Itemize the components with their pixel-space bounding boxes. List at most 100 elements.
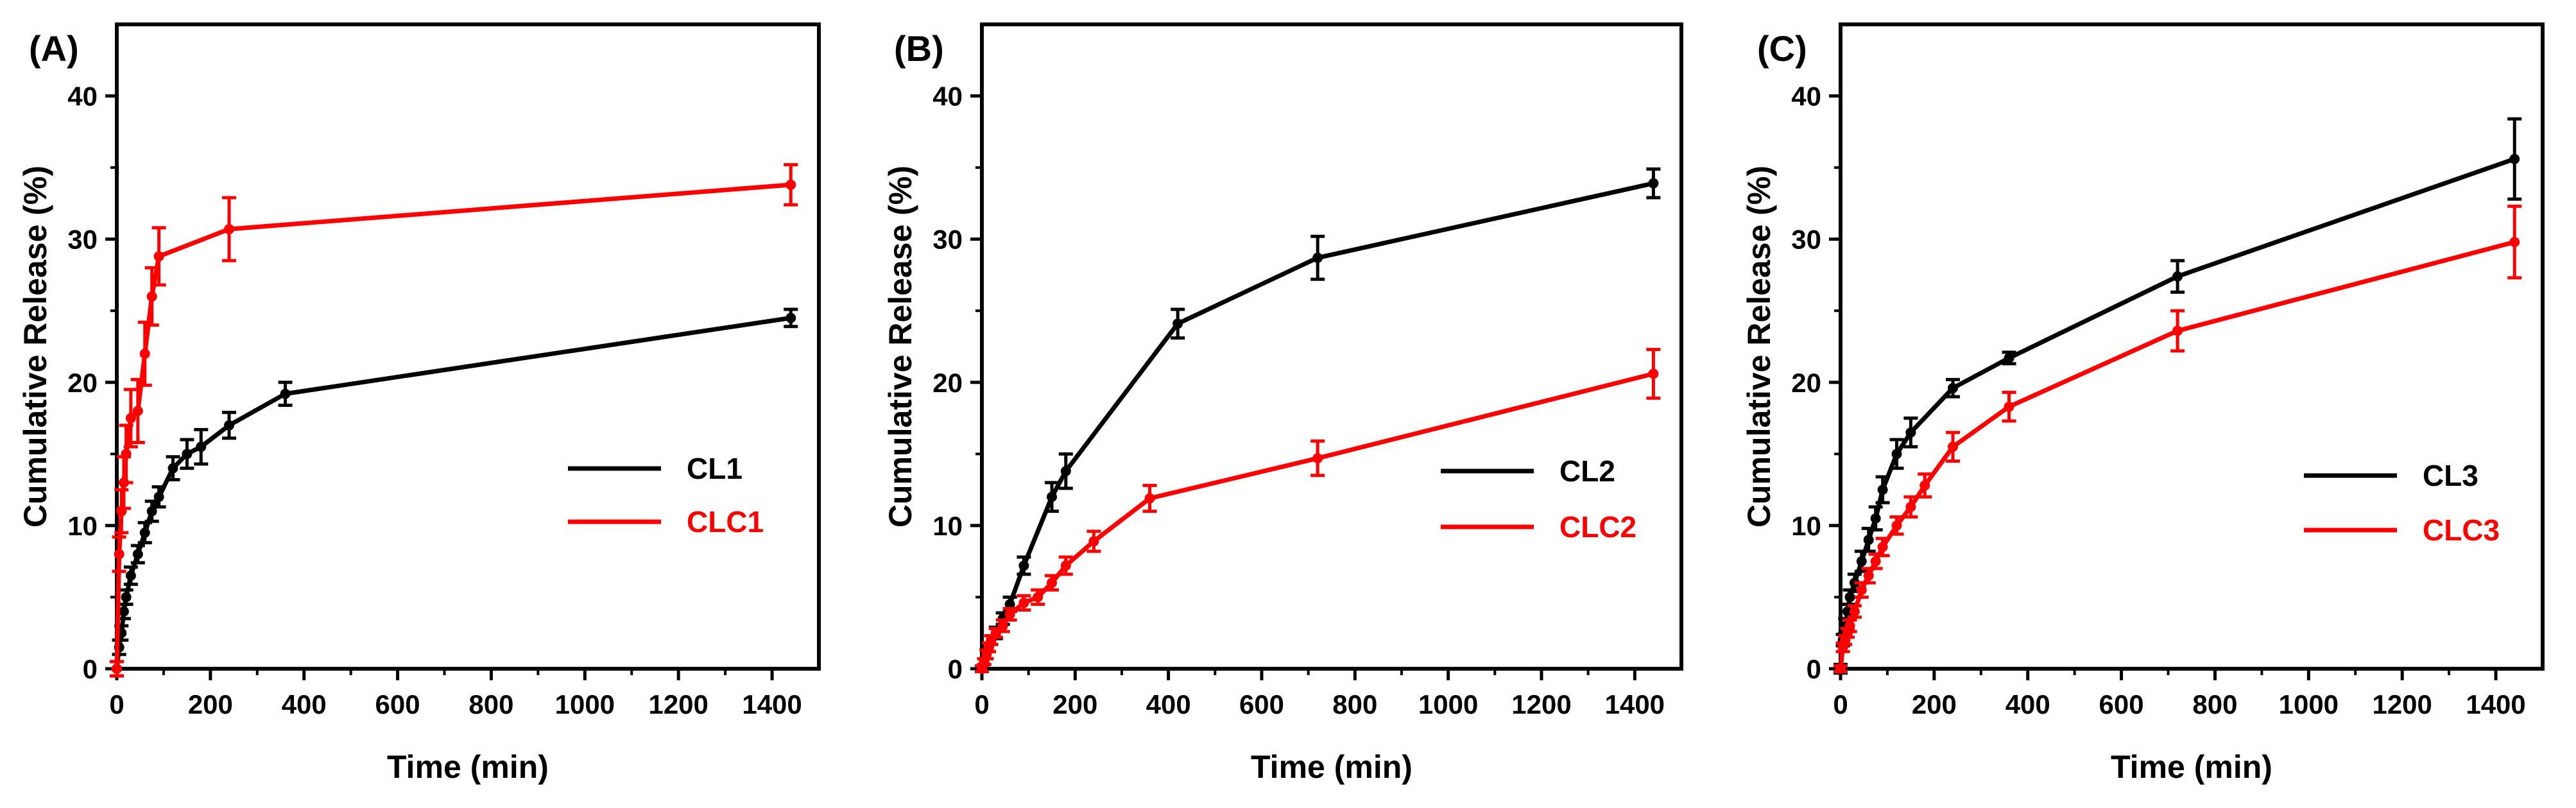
data-point: [196, 442, 207, 452]
legend-label: CL1: [687, 452, 743, 485]
data-point: [1047, 578, 1057, 589]
data-point: [1870, 513, 1881, 524]
data-point: [1877, 542, 1888, 553]
series-CLC1: [110, 163, 798, 678]
x-tick-label: 0: [974, 689, 989, 719]
legend: CL3 CLC3: [2304, 459, 2500, 547]
data-point: [997, 621, 1008, 632]
y-axis-title: Cumulative Release (%): [882, 166, 918, 528]
legend-label: CLC1: [687, 505, 764, 538]
data-point: [112, 664, 122, 674]
data-point: [1905, 501, 1916, 512]
series-CLC3: [1833, 204, 2522, 674]
x-tick-label: 200: [1052, 689, 1097, 719]
data-point: [1948, 442, 1959, 452]
x-tick-label: 1400: [2466, 689, 2525, 719]
x-tick-label: 400: [282, 689, 327, 719]
data-point: [1919, 480, 1930, 491]
data-point: [1033, 592, 1043, 603]
legend-label: CL2: [1559, 454, 1615, 488]
data-point: [1018, 560, 1029, 571]
series-line: [1838, 239, 2516, 669]
data-point: [1863, 570, 1874, 581]
data-point: [1648, 178, 1659, 189]
chart-panel-3: 0 200 400 600 800 1000 1200 1400 0 10 20 30 40 Time (…: [1741, 22, 2545, 785]
data-point: [125, 570, 136, 581]
data-point: [153, 492, 164, 503]
x-tick-label: 400: [2005, 689, 2050, 719]
legend: CL2 CLC2: [1441, 454, 1636, 544]
x-tick-label: 1000: [2279, 689, 2339, 719]
data-point: [121, 449, 132, 460]
data-point: [1891, 520, 1902, 531]
data-point: [167, 463, 178, 474]
y-tick-label: 30: [932, 225, 963, 255]
x-tick-label: 1200: [2372, 689, 2432, 719]
y-tick-label: 40: [932, 82, 963, 112]
data-point: [1018, 597, 1029, 608]
x-tick-label: 200: [188, 689, 233, 719]
y-tick-label: 30: [67, 225, 98, 255]
x-tick-label: 600: [375, 689, 420, 719]
chart-panel-1: 0 200 400 600 800 1000 1200 1400 0 10 20 30 40 Time (…: [17, 22, 821, 785]
series-line: [979, 371, 1654, 670]
panel-label: (B): [894, 28, 944, 69]
x-tick-label: 1000: [555, 689, 615, 719]
y-tick-label: 0: [948, 654, 963, 684]
y-tick-label: 20: [932, 368, 963, 398]
data-point: [1088, 536, 1099, 547]
data-point: [1844, 592, 1855, 603]
data-point: [1060, 560, 1071, 571]
data-point: [146, 506, 157, 517]
data-point: [1856, 556, 1867, 567]
data-point: [1004, 599, 1015, 610]
series-CLC2: [975, 347, 1661, 674]
data-point: [1312, 252, 1323, 263]
x-tick-label: 600: [2099, 689, 2144, 719]
x-tick-label: 800: [2192, 689, 2237, 719]
data-point: [118, 606, 129, 617]
y-tick-label: 0: [1807, 654, 1821, 684]
panel-label: (C): [1757, 28, 1807, 69]
data-point: [132, 549, 143, 560]
y-tick-label: 10: [932, 511, 963, 541]
data-point: [1144, 493, 1155, 504]
data-point: [1891, 449, 1902, 460]
series-CL2: [975, 167, 1661, 674]
data-point: [1877, 485, 1888, 495]
data-point: [1172, 318, 1183, 329]
data-point: [2172, 325, 2183, 336]
data-point: [1844, 621, 1855, 632]
data-point: [224, 420, 235, 431]
data-point: [1004, 609, 1015, 620]
data-point: [182, 449, 193, 460]
y-tick-label: 30: [1791, 225, 1821, 255]
data-point: [132, 406, 143, 417]
data-point: [153, 251, 164, 262]
data-point: [146, 291, 157, 302]
x-tick-label: 1000: [1418, 689, 1478, 719]
x-tick-label: 200: [1912, 689, 1957, 719]
series-CL3: [1833, 117, 2522, 675]
plot-frame: [980, 22, 1683, 671]
plot-frame: [1839, 22, 2545, 671]
chart-panel-2: 0 200 400 600 800 1000 1200 1400 0 10 20 30 40 Time (…: [882, 22, 1683, 785]
y-tick-label: 20: [67, 368, 98, 398]
data-point: [280, 388, 291, 399]
legend-label: CL3: [2423, 459, 2478, 492]
data-point: [2004, 401, 2014, 412]
data-point: [2004, 352, 2014, 363]
y-tick-label: 10: [67, 511, 98, 541]
plot-frame: [115, 22, 821, 671]
series-line: [114, 182, 791, 669]
data-point: [1870, 556, 1881, 567]
data-point: [139, 348, 150, 359]
data-point: [1648, 368, 1659, 379]
data-point: [139, 528, 150, 538]
data-point: [1842, 606, 1853, 617]
y-tick-label: 40: [67, 82, 98, 112]
series-line: [114, 315, 791, 669]
data-point: [786, 313, 796, 323]
data-point: [114, 549, 125, 560]
